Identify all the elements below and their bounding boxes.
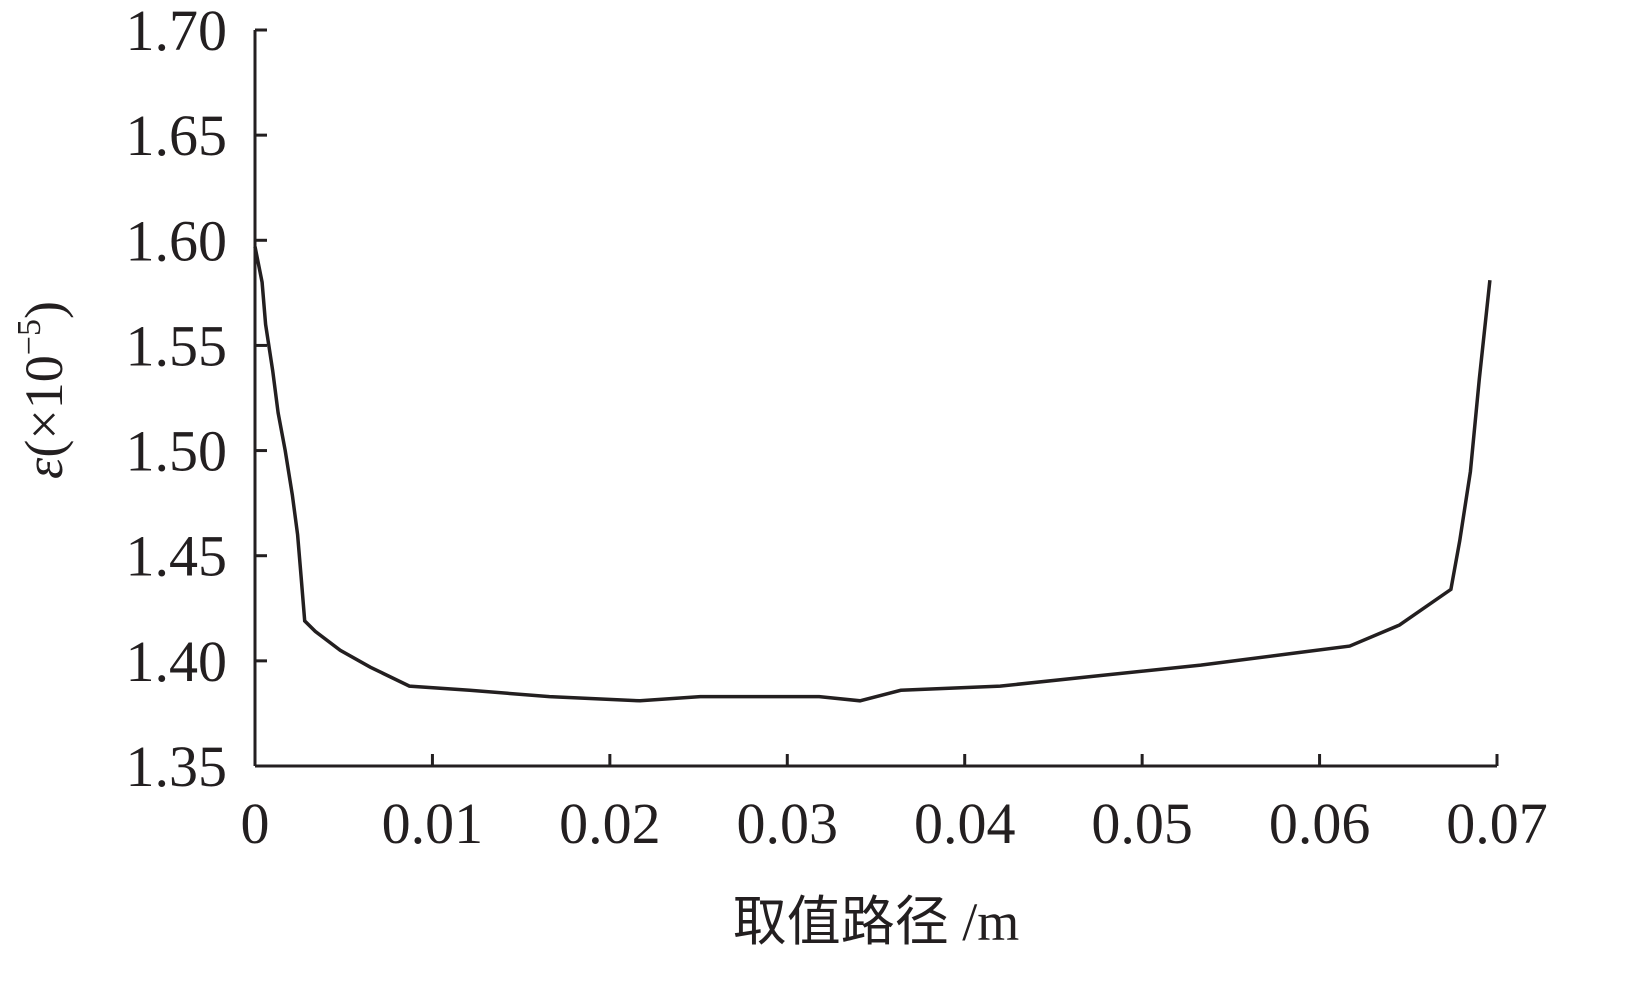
y-axis-ticks: 1.35 1.40 1.45 1.50 1.55 1.60 1.65 1.70: [126, 0, 267, 799]
x-tick-label: 0.06: [1269, 791, 1371, 856]
y-axis-label-close: ): [14, 301, 74, 319]
y-tick-label: 1.35: [126, 734, 228, 799]
y-axis-label-unit: (×10: [14, 355, 74, 457]
x-tick-label: 0.05: [1091, 791, 1193, 856]
y-tick-label: 1.60: [126, 208, 228, 273]
axes: [253, 30, 1497, 768]
x-tick-label: 0.03: [737, 791, 839, 856]
x-tick-label: 0.04: [914, 791, 1016, 856]
y-axis-label-exponent: −5: [11, 319, 48, 355]
y-tick-label: 1.40: [126, 629, 228, 694]
y-tick-label: 1.55: [126, 313, 228, 378]
x-axis-ticks: 0 0.01 0.02 0.03 0.04 0.05 0.06 0.07: [241, 754, 1548, 856]
y-axis-label-symbol: ε: [14, 457, 74, 479]
y-axis-label: ε(×10−5): [11, 301, 74, 479]
x-tick-label: 0.01: [382, 791, 484, 856]
y-tick-label: 1.45: [126, 524, 228, 589]
x-tick-label: 0.07: [1446, 791, 1548, 856]
x-tick-label: 0: [241, 791, 270, 856]
series-line: [253, 246, 1492, 703]
x-tick-label: 0.02: [559, 791, 661, 856]
x-axis-label: 取值路径 /m: [733, 892, 1020, 952]
y-tick-label: 1.65: [126, 103, 228, 168]
y-tick-label: 1.50: [126, 419, 228, 484]
y-tick-label: 1.70: [126, 0, 228, 63]
